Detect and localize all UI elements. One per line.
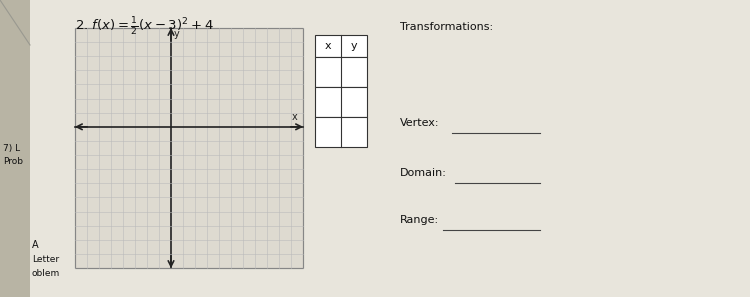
Text: Letter: Letter xyxy=(32,255,59,265)
Bar xyxy=(315,87,367,117)
Text: A: A xyxy=(32,240,39,250)
Text: x: x xyxy=(325,41,332,51)
Bar xyxy=(315,57,367,87)
Text: oblem: oblem xyxy=(32,269,60,279)
Text: Vertex:: Vertex: xyxy=(400,118,439,128)
Bar xyxy=(315,117,367,147)
Text: Transformations:: Transformations: xyxy=(400,22,494,32)
Text: y: y xyxy=(351,41,357,51)
Text: 2. $f(x) = \frac{1}{2}(x-3)^2 + 4$: 2. $f(x) = \frac{1}{2}(x-3)^2 + 4$ xyxy=(75,16,214,38)
Text: Prob: Prob xyxy=(3,157,23,167)
Text: 7) L: 7) L xyxy=(3,143,20,152)
Text: Range:: Range: xyxy=(400,215,439,225)
Bar xyxy=(0,0,30,297)
Text: y: y xyxy=(174,29,180,39)
Bar xyxy=(315,35,367,57)
Text: x: x xyxy=(292,112,298,122)
Bar xyxy=(75,28,303,268)
Text: Domain:: Domain: xyxy=(400,168,447,178)
